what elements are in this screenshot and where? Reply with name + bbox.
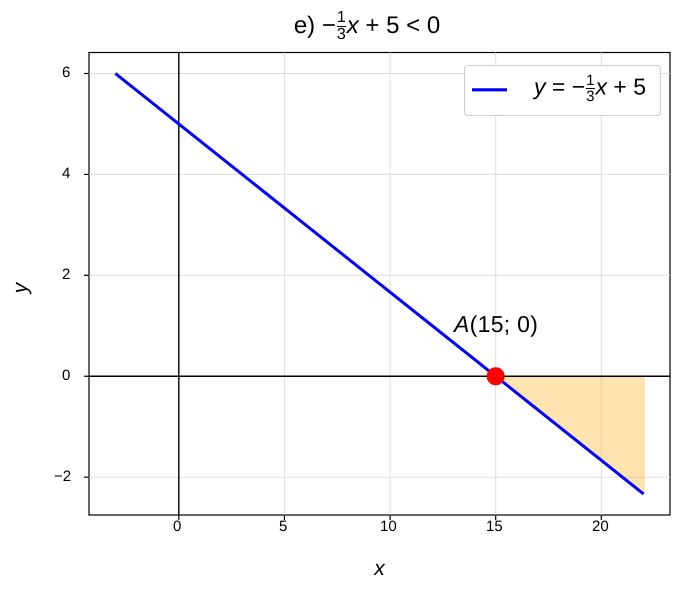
svg-text:y: y <box>9 281 32 295</box>
